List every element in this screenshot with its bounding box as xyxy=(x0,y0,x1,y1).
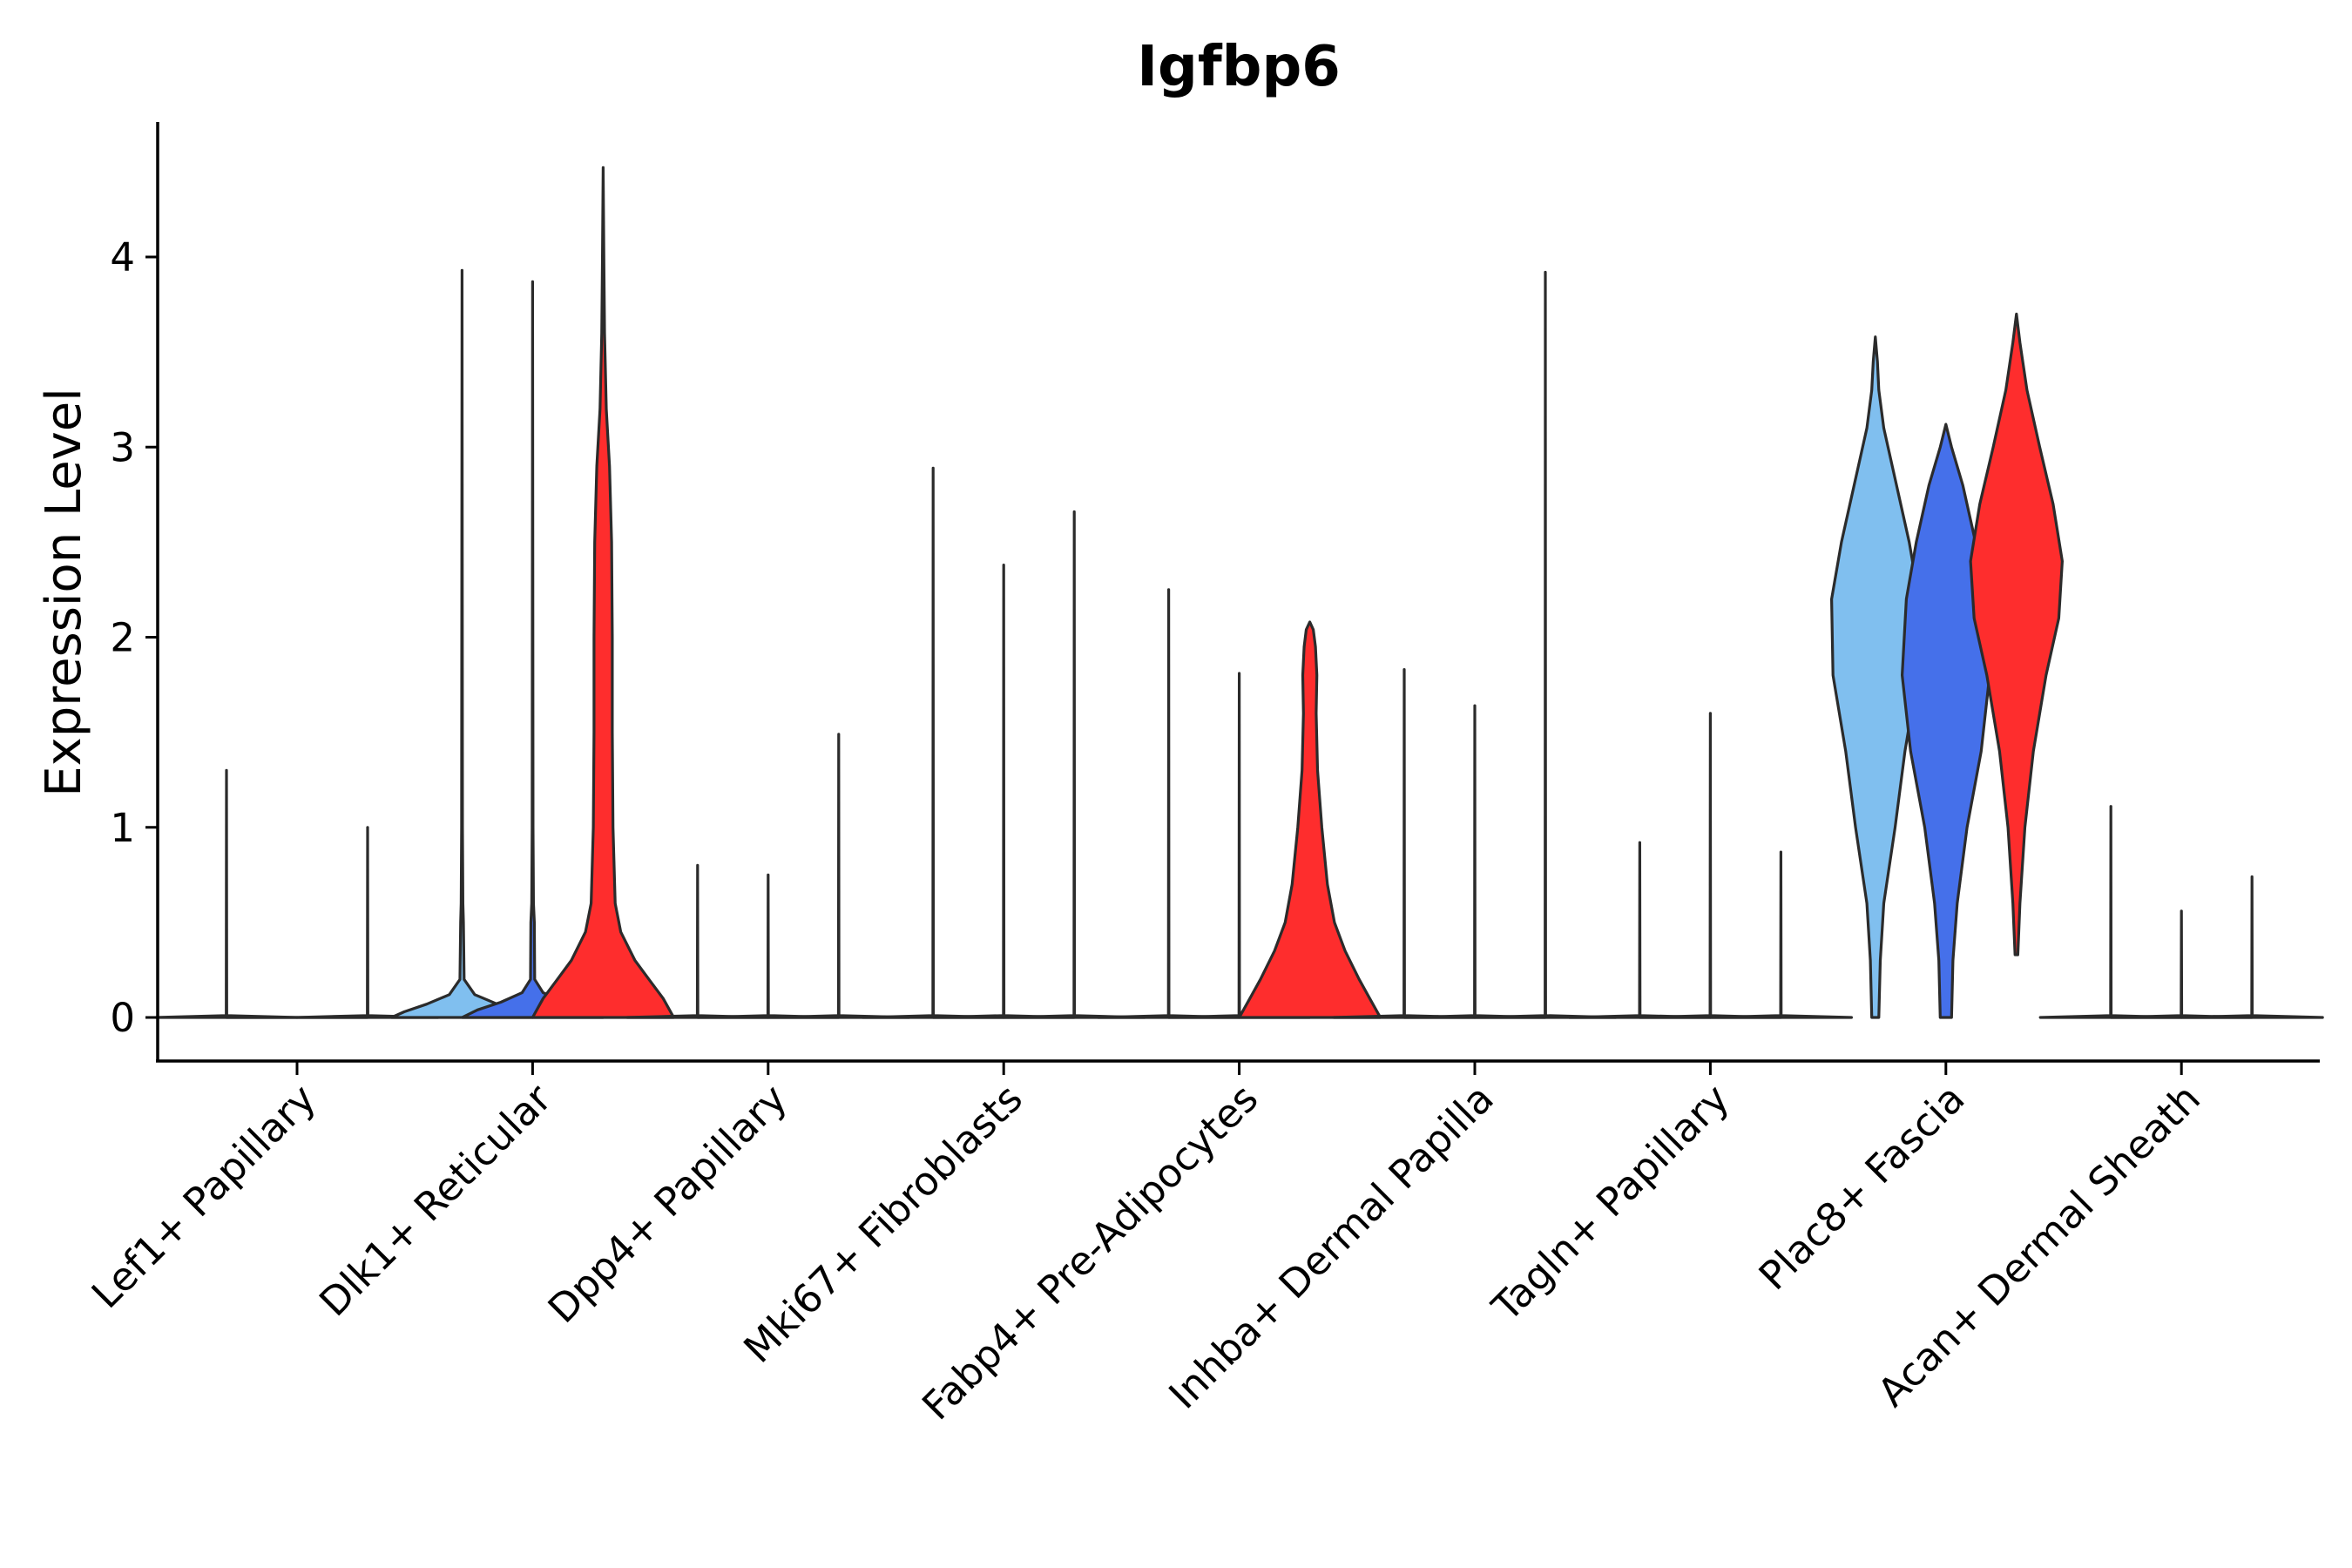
violin-lef1-papillary-2 xyxy=(295,826,440,1019)
x-tick-label: Dpp4+ Papillary xyxy=(539,1075,796,1332)
violin-tagln-papillary-1 xyxy=(1638,712,1782,1019)
x-tick-label: Tagln+ Papillary xyxy=(1483,1075,1738,1330)
violin-lef1-papillary-0 xyxy=(154,768,299,1019)
violin-dlk1-reticular-2 xyxy=(531,166,675,1019)
violin-acan-dermal-sheath-2 xyxy=(2180,875,2324,1019)
violin-acan-dermal-sheath-0 xyxy=(2038,805,2183,1019)
violin-plac8-fascia-2 xyxy=(1969,312,2064,956)
violin-dpp4-papillary-1 xyxy=(696,873,841,1019)
y-tick-label: 4 xyxy=(110,234,135,280)
violin-mki67-fibroblasts-1 xyxy=(931,564,1076,1019)
violin-dlk1-reticular-0 xyxy=(389,268,534,1019)
violin-acan-dermal-sheath-1 xyxy=(2109,909,2254,1019)
violin-inhba-dermal-papilla-0 xyxy=(1332,668,1477,1019)
violin-plac8-fascia-1 xyxy=(1901,422,1991,1019)
violin-mki67-fibroblasts-2 xyxy=(1002,510,1146,1019)
y-tick-label: 2 xyxy=(110,615,135,661)
x-tick-label: Dlk1+ Reticular xyxy=(310,1075,560,1325)
violin-dpp4-papillary-2 xyxy=(767,733,911,1019)
y-axis-label: Expression Level xyxy=(36,388,92,797)
x-tick-label: Plac8+ Fascia xyxy=(1750,1075,1974,1299)
violin-fabp4-pre-adipocytes-0 xyxy=(1097,588,1241,1019)
violin-inhba-dermal-papilla-2 xyxy=(1473,270,1618,1019)
violin-mki67-fibroblasts-0 xyxy=(861,466,1005,1019)
chart-title: Igfbp6 xyxy=(1137,35,1341,99)
violin-tagln-papillary-0 xyxy=(1567,841,1712,1019)
y-tick-label: 0 xyxy=(110,995,135,1041)
y-ticks-layer: 0 1 2 3 4 xyxy=(110,234,158,1041)
violins-layer xyxy=(154,166,2324,1019)
y-tick-label: 3 xyxy=(110,424,135,470)
violin-tagln-papillary-2 xyxy=(1708,850,1853,1019)
violin-plac8-fascia-0 xyxy=(1830,335,1921,1019)
y-tick-label: 1 xyxy=(110,805,135,851)
violin-fabp4-pre-adipocytes-2 xyxy=(1238,620,1382,1019)
violin-dlk1-reticular-1 xyxy=(460,280,605,1019)
axes-layer xyxy=(156,122,2320,1063)
violin-inhba-dermal-papilla-1 xyxy=(1402,704,1547,1019)
x-tick-label: Lef1+ Papillary xyxy=(83,1075,325,1317)
